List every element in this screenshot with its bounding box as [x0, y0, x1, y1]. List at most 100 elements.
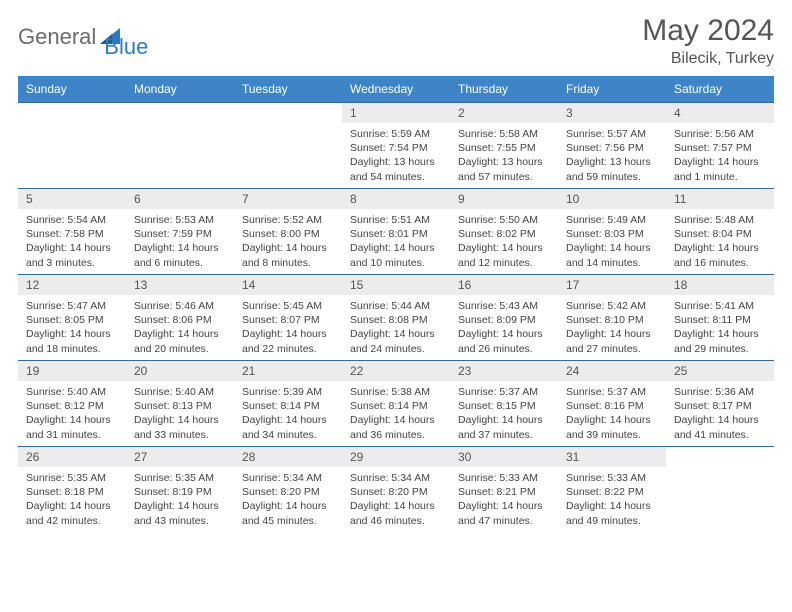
week-row: 5Sunrise: 5:54 AMSunset: 7:58 PMDaylight…: [18, 189, 774, 275]
day-line: Sunrise: 5:39 AM: [242, 385, 334, 399]
day-body: Sunrise: 5:33 AMSunset: 8:21 PMDaylight:…: [450, 467, 558, 532]
day-line: Daylight: 14 hours: [350, 499, 442, 513]
day-line: Daylight: 14 hours: [134, 327, 226, 341]
day-number: 1: [342, 103, 450, 123]
day-body: Sunrise: 5:42 AMSunset: 8:10 PMDaylight:…: [558, 295, 666, 360]
day-cell: 23Sunrise: 5:37 AMSunset: 8:15 PMDayligh…: [450, 361, 558, 447]
day-line: Sunrise: 5:47 AM: [26, 299, 118, 313]
day-cell: 21Sunrise: 5:39 AMSunset: 8:14 PMDayligh…: [234, 361, 342, 447]
day-number: 23: [450, 361, 558, 381]
day-number: 5: [18, 189, 126, 209]
day-body: Sunrise: 5:34 AMSunset: 8:20 PMDaylight:…: [342, 467, 450, 532]
day-body: Sunrise: 5:57 AMSunset: 7:56 PMDaylight:…: [558, 123, 666, 188]
day-number: 11: [666, 189, 774, 209]
day-body: Sunrise: 5:49 AMSunset: 8:03 PMDaylight:…: [558, 209, 666, 274]
day-cell: 26Sunrise: 5:35 AMSunset: 8:18 PMDayligh…: [18, 447, 126, 533]
day-line: Sunrise: 5:42 AM: [566, 299, 658, 313]
day-number: 12: [18, 275, 126, 295]
day-body: Sunrise: 5:36 AMSunset: 8:17 PMDaylight:…: [666, 381, 774, 446]
header: General Blue May 2024 Bilecik, Turkey: [18, 14, 774, 68]
day-number: 6: [126, 189, 234, 209]
day-line: and 39 minutes.: [566, 428, 658, 442]
day-cell: 25Sunrise: 5:36 AMSunset: 8:17 PMDayligh…: [666, 361, 774, 447]
day-line: Sunset: 8:16 PM: [566, 399, 658, 413]
day-body: Sunrise: 5:34 AMSunset: 8:20 PMDaylight:…: [234, 467, 342, 532]
day-line: Daylight: 14 hours: [350, 327, 442, 341]
day-line: Sunrise: 5:40 AM: [134, 385, 226, 399]
day-cell: [18, 103, 126, 189]
week-row: 12 Sunrise: 5:47 AMSunset: 8:05 PM Dayligh…: [18, 275, 774, 361]
day-line: Sunset: 8:20 PM: [350, 485, 442, 499]
day-body: Sunrise: 5:46 AMSunset: 8:06 PMDaylight:…: [126, 295, 234, 360]
day-line: and 31 minutes.: [26, 428, 118, 442]
day-body: Sunrise: 5:40 AMSunset: 8:13 PMDaylight:…: [126, 381, 234, 446]
day-number: 13: [126, 275, 234, 295]
day-line: and 12 minutes.: [458, 256, 550, 270]
day-number: 2: [450, 103, 558, 123]
day-body: Sunrise: 5:51 AMSunset: 8:01 PMDaylight:…: [342, 209, 450, 274]
day-cell: 27Sunrise: 5:35 AMSunset: 8:19 PMDayligh…: [126, 447, 234, 533]
day-number: 25: [666, 361, 774, 381]
day-line: Sunset: 7:59 PM: [134, 227, 226, 241]
day-line: Sunset: 8:21 PM: [458, 485, 550, 499]
day-line: and 16 minutes.: [674, 256, 766, 270]
day-line: and 22 minutes.: [242, 342, 334, 356]
title-block: May 2024 Bilecik, Turkey: [642, 14, 774, 68]
day-line: and 57 minutes.: [458, 170, 550, 184]
day-number: 24: [558, 361, 666, 381]
day-body: Sunrise: 5:59 AMSunset: 7:54 PMDaylight:…: [342, 123, 450, 188]
day-line: and 20 minutes.: [134, 342, 226, 356]
day-line: and 45 minutes.: [242, 514, 334, 528]
day-line: Sunset: 7:57 PM: [674, 141, 766, 155]
day-line: Sunrise: 5:33 AM: [566, 471, 658, 485]
day-line: Sunrise: 5:51 AM: [350, 213, 442, 227]
day-line: Sunset: 8:02 PM: [458, 227, 550, 241]
day-body: Sunrise: 5:45 AMSunset: 8:07 PMDaylight:…: [234, 295, 342, 360]
day-cell: 20Sunrise: 5:40 AMSunset: 8:13 PMDayligh…: [126, 361, 234, 447]
day-cell: 9Sunrise: 5:50 AMSunset: 8:02 PMDaylight…: [450, 189, 558, 275]
day-cell: 10Sunrise: 5:49 AMSunset: 8:03 PMDayligh…: [558, 189, 666, 275]
day-line: Sunrise: 5:57 AM: [566, 127, 658, 141]
day-number: 29: [342, 447, 450, 467]
day-line: Daylight: 14 hours: [674, 241, 766, 255]
weekday-sun: Sunday: [18, 76, 126, 103]
day-number: 15: [342, 275, 450, 295]
week-row: 1Sunrise: 5:59 AMSunset: 7:54 PMDaylight…: [18, 103, 774, 189]
day-cell: 16Sunrise: 5:43 AMSunset: 8:09 PMDayligh…: [450, 275, 558, 361]
day-line: and 26 minutes.: [458, 342, 550, 356]
day-line: Sunset: 8:05 PM: [26, 313, 118, 327]
weekday-sat: Saturday: [666, 76, 774, 103]
day-cell: 8Sunrise: 5:51 AMSunset: 8:01 PMDaylight…: [342, 189, 450, 275]
day-number: 19: [18, 361, 126, 381]
day-line: Sunrise: 5:56 AM: [674, 127, 766, 141]
day-cell: 6Sunrise: 5:53 AMSunset: 7:59 PMDaylight…: [126, 189, 234, 275]
day-body: Sunrise: 5:35 AMSunset: 8:19 PMDaylight:…: [126, 467, 234, 532]
day-number: 31: [558, 447, 666, 467]
day-body: Sunrise: 5:48 AMSunset: 8:04 PMDaylight:…: [666, 209, 774, 274]
day-line: Sunset: 8:13 PM: [134, 399, 226, 413]
day-line: Sunset: 8:06 PM: [134, 313, 226, 327]
day-line: and 24 minutes.: [350, 342, 442, 356]
day-line: Sunrise: 5:37 AM: [458, 385, 550, 399]
day-line: Daylight: 14 hours: [458, 327, 550, 341]
day-line: Sunset: 8:15 PM: [458, 399, 550, 413]
day-line: Daylight: 14 hours: [242, 413, 334, 427]
day-line: Daylight: 14 hours: [26, 413, 118, 427]
day-cell: 15Sunrise: 5:44 AMSunset: 8:08 PMDayligh…: [342, 275, 450, 361]
day-line: and 59 minutes.: [566, 170, 658, 184]
day-line: Daylight: 14 hours: [674, 155, 766, 169]
day-body: Sunrise: 5:54 AMSunset: 7:58 PMDaylight:…: [18, 209, 126, 274]
day-line: and 6 minutes.: [134, 256, 226, 270]
weekday-mon: Monday: [126, 76, 234, 103]
day-line: Sunset: 8:08 PM: [350, 313, 442, 327]
day-line: Daylight: 14 hours: [134, 241, 226, 255]
day-line: Sunset: 8:14 PM: [350, 399, 442, 413]
day-line: Sunset: 8:03 PM: [566, 227, 658, 241]
weekday-fri: Friday: [558, 76, 666, 103]
day-line: and 18 minutes.: [26, 342, 118, 356]
day-cell: 4Sunrise: 5:56 AMSunset: 7:57 PMDaylight…: [666, 103, 774, 189]
day-body: Sunrise: 5:38 AMSunset: 8:14 PMDaylight:…: [342, 381, 450, 446]
day-cell: 28Sunrise: 5:34 AMSunset: 8:20 PMDayligh…: [234, 447, 342, 533]
day-line: and 41 minutes.: [674, 428, 766, 442]
day-cell: [126, 103, 234, 189]
